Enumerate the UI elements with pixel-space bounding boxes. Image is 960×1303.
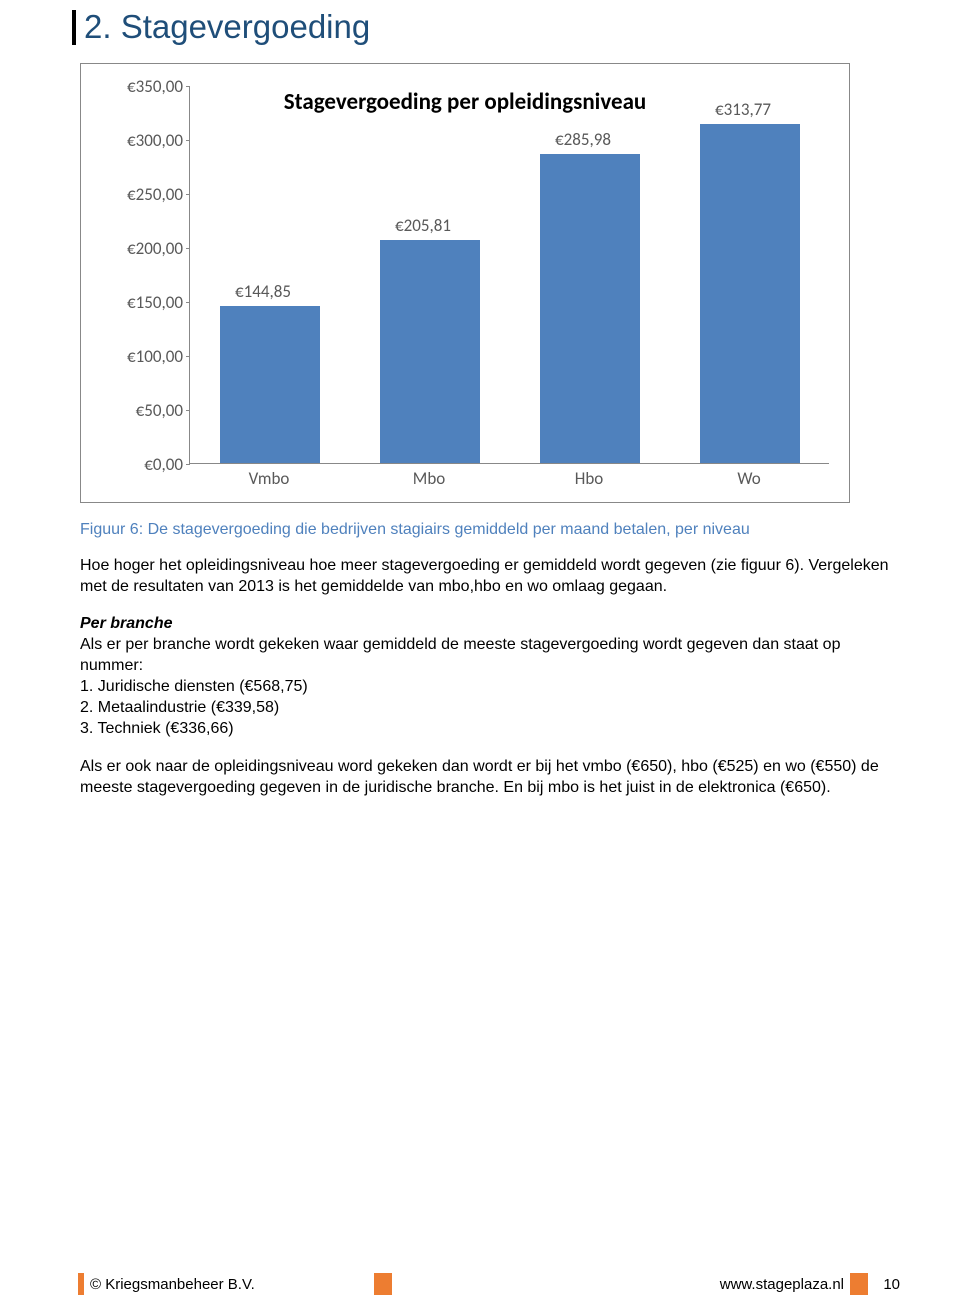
branche-item-3: 3. Techniek (€336,66) xyxy=(80,720,234,737)
category-label: Vmbo xyxy=(189,468,349,489)
chart-bar xyxy=(540,154,639,463)
y-tick-label: €0,00 xyxy=(144,454,183,475)
chart-caption: Figuur 6: De stagevergoeding die bedrijv… xyxy=(80,521,900,539)
chart-bar xyxy=(700,124,799,463)
chart-plot-area: €0,00€50,00€100,00€150,00€200,00€250,00€… xyxy=(189,86,829,464)
branche-block: Per branche Als er per branche wordt gek… xyxy=(80,613,900,740)
paragraph-2: Als er ook naar de opleidingsniveau word… xyxy=(80,756,900,798)
page-heading: 2. Stagevergoeding xyxy=(84,10,900,45)
category-label: Wo xyxy=(669,468,829,489)
bar-value-label: €285,98 xyxy=(555,129,611,150)
chart-bar xyxy=(220,306,319,462)
y-tick-label: €150,00 xyxy=(127,292,183,313)
branche-heading: Per branche xyxy=(80,615,172,632)
y-tick-label: €250,00 xyxy=(127,184,183,205)
chart-stagevergoeding: Stagevergoeding per opleidingsniveau €0,… xyxy=(80,63,850,503)
footer-url: www.stageplaza.nl xyxy=(650,1273,850,1295)
category-label: Mbo xyxy=(349,468,509,489)
bar-value-label: €313,77 xyxy=(715,99,771,120)
footer-page-number: 10 xyxy=(868,1273,902,1295)
bar-value-label: €205,81 xyxy=(395,215,451,236)
y-tick-label: €100,00 xyxy=(127,346,183,367)
page-footer: © Kriegsmanbeheer B.V. www.stageplaza.nl… xyxy=(78,1273,902,1295)
footer-accent-right xyxy=(850,1273,868,1295)
y-tick-label: €50,00 xyxy=(136,400,183,421)
paragraph-1: Hoe hoger het opleidingsniveau hoe meer … xyxy=(80,555,900,597)
category-label: Hbo xyxy=(509,468,669,489)
footer-copyright: © Kriegsmanbeheer B.V. xyxy=(84,1273,374,1295)
branche-item-2: 2. Metaalindustrie (€339,58) xyxy=(80,699,279,716)
footer-accent-mid xyxy=(374,1273,392,1295)
y-tick-label: €200,00 xyxy=(127,238,183,259)
branche-item-1: 1. Juridische diensten (€568,75) xyxy=(80,678,308,695)
chart-bar xyxy=(380,240,479,462)
y-tick-label: €350,00 xyxy=(127,76,183,97)
bar-value-label: €144,85 xyxy=(235,281,291,302)
branche-intro: Als er per branche wordt gekeken waar ge… xyxy=(80,636,840,674)
y-tick-label: €300,00 xyxy=(127,130,183,151)
